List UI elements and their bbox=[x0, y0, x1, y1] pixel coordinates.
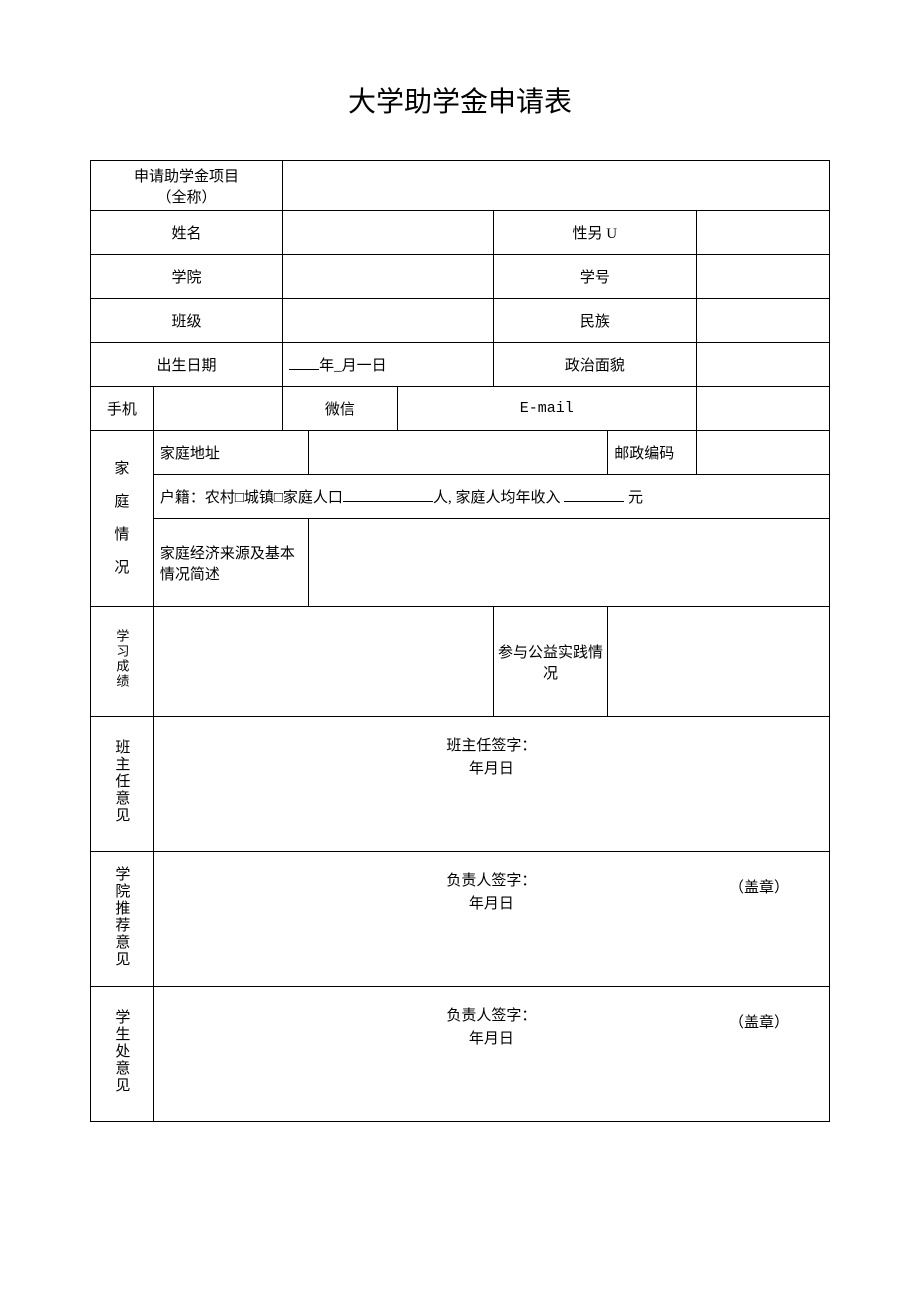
label-phone: 手机 bbox=[91, 387, 154, 431]
label-birth-date: 出生日期 bbox=[91, 343, 283, 387]
label-name: 姓名 bbox=[91, 211, 283, 255]
field-family-address[interactable] bbox=[308, 431, 607, 475]
field-project[interactable] bbox=[283, 161, 830, 211]
field-student-id[interactable] bbox=[696, 255, 829, 299]
head-teacher-sig-label: 班主任签字： bbox=[154, 735, 829, 758]
label-political: 政治面貌 bbox=[493, 343, 696, 387]
label-project: 申请助学金项目 （全称） bbox=[91, 161, 283, 211]
field-postal-code[interactable] bbox=[696, 431, 829, 475]
field-class[interactable] bbox=[283, 299, 494, 343]
field-household[interactable]: 户籍：农村□城镇□家庭人口人, 家庭人均年收入 元 bbox=[153, 475, 829, 519]
page-title: 大学助学金申请表 bbox=[90, 80, 830, 120]
person-sig-label: 负责人签字： bbox=[154, 870, 829, 893]
label-family-address: 家庭地址 bbox=[153, 431, 308, 475]
field-college[interactable] bbox=[283, 255, 494, 299]
label-family-section: 家庭情况 bbox=[91, 431, 154, 607]
field-ethnicity[interactable] bbox=[696, 299, 829, 343]
label-wechat: 微信 bbox=[283, 387, 398, 431]
label-college: 学院 bbox=[91, 255, 283, 299]
field-student-office[interactable]: 负责人签字： 年月日 （盖章） bbox=[153, 987, 829, 1122]
field-birth-date[interactable]: 年_月一日 bbox=[283, 343, 494, 387]
date-line: 年月日 bbox=[154, 1028, 829, 1051]
label-email: E-mail bbox=[397, 387, 696, 431]
label-ethnicity: 民族 bbox=[493, 299, 696, 343]
field-political[interactable] bbox=[696, 343, 829, 387]
seal-label: （盖章） bbox=[729, 876, 789, 897]
application-form-table: 申请助学金项目 （全称） 姓名 性另 U 学院 学号 班级 民族 出生日期 年_… bbox=[90, 160, 830, 1122]
date-line: 年月日 bbox=[154, 893, 829, 916]
field-head-teacher[interactable]: 班主任签字： 年月日 bbox=[153, 717, 829, 852]
field-name[interactable] bbox=[283, 211, 494, 255]
field-gender[interactable] bbox=[696, 211, 829, 255]
field-email[interactable] bbox=[696, 387, 829, 431]
label-head-teacher: 班主任意见 bbox=[91, 717, 154, 852]
label-student-office: 学生处意见 bbox=[91, 987, 154, 1122]
label-gender: 性另 U bbox=[493, 211, 696, 255]
label-academic: 学习成绩 bbox=[91, 607, 154, 717]
date-line: 年月日 bbox=[154, 758, 829, 781]
label-class: 班级 bbox=[91, 299, 283, 343]
field-academic[interactable] bbox=[153, 607, 493, 717]
label-student-id: 学号 bbox=[493, 255, 696, 299]
field-family-econ[interactable] bbox=[308, 519, 829, 607]
label-public-service: 参与公益实践情况 bbox=[493, 607, 608, 717]
seal-label: （盖章） bbox=[729, 1011, 789, 1032]
person-sig-label: 负责人签字： bbox=[154, 1005, 829, 1028]
label-family-econ: 家庭经济来源及基本情况简述 bbox=[153, 519, 308, 607]
label-college-rec: 学院推荐意见 bbox=[91, 852, 154, 987]
label-postal-code: 邮政编码 bbox=[608, 431, 697, 475]
field-public-service[interactable] bbox=[608, 607, 830, 717]
field-college-rec[interactable]: 负责人签字： 年月日 （盖章） bbox=[153, 852, 829, 987]
field-phone[interactable] bbox=[153, 387, 282, 431]
